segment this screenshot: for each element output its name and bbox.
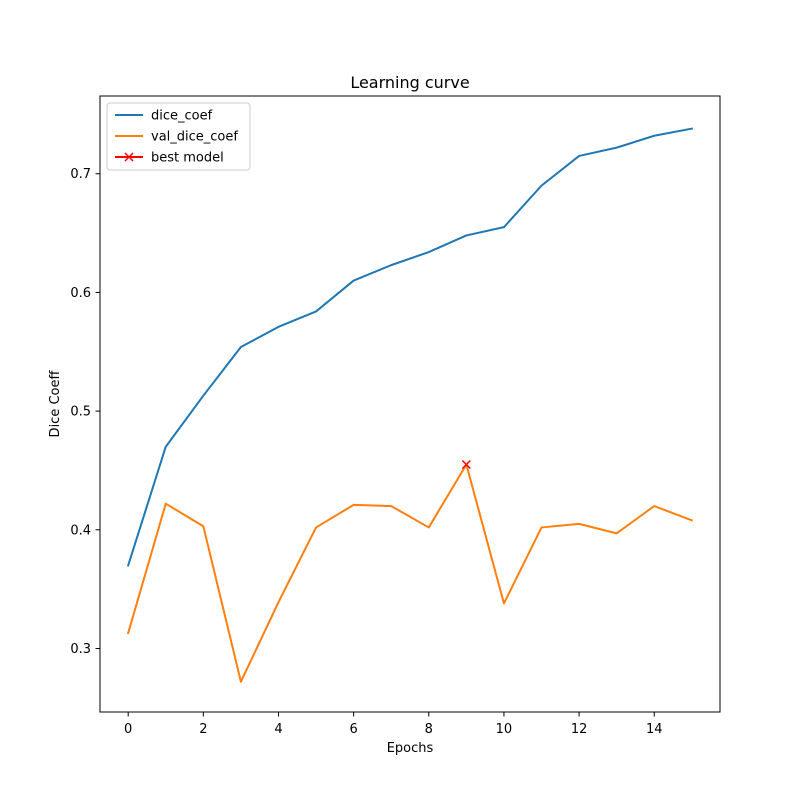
y-axis-label: Dice Coeff bbox=[48, 370, 63, 438]
series-line-val_dice_coef bbox=[126, 463, 694, 683]
y-axis-ticks: 0.3 0.4 0.5 0.6 0.7 bbox=[70, 167, 100, 657]
y-tick-label: 0.6 bbox=[70, 286, 91, 301]
y-tick-label: 0.7 bbox=[70, 167, 91, 182]
x-axis-ticks: 0 2 4 6 8 10 12 14 bbox=[124, 712, 663, 737]
x-tick-label: 2 bbox=[199, 722, 207, 737]
x-axis-label: Epochs bbox=[387, 741, 434, 756]
legend-label: dice_coef bbox=[151, 109, 213, 124]
chart-title: Learning curve bbox=[350, 73, 469, 92]
best-model-marker-stroke bbox=[461, 460, 471, 470]
series-line-dice_coef bbox=[126, 127, 693, 567]
x-tick-label: 0 bbox=[124, 722, 132, 737]
x-tick-label: 4 bbox=[274, 722, 282, 737]
plot-frame bbox=[99, 95, 721, 713]
plot-marks bbox=[126, 127, 694, 683]
legend-marker-stroke bbox=[124, 152, 134, 162]
y-tick-label: 0.3 bbox=[70, 642, 91, 657]
best-model-marker bbox=[461, 460, 471, 470]
x-tick-label: 14 bbox=[646, 722, 663, 737]
x-tick-label: 10 bbox=[496, 722, 513, 737]
legend-box bbox=[106, 102, 251, 171]
x-tick-label: 12 bbox=[571, 722, 588, 737]
legend-label: best model bbox=[151, 151, 224, 166]
x-tick-label: 8 bbox=[425, 722, 433, 737]
y-tick-label: 0.4 bbox=[70, 523, 91, 538]
y-tick-label: 0.5 bbox=[70, 405, 91, 420]
legend-label: val_dice_coef bbox=[151, 130, 238, 145]
x-tick-label: 6 bbox=[349, 722, 357, 737]
